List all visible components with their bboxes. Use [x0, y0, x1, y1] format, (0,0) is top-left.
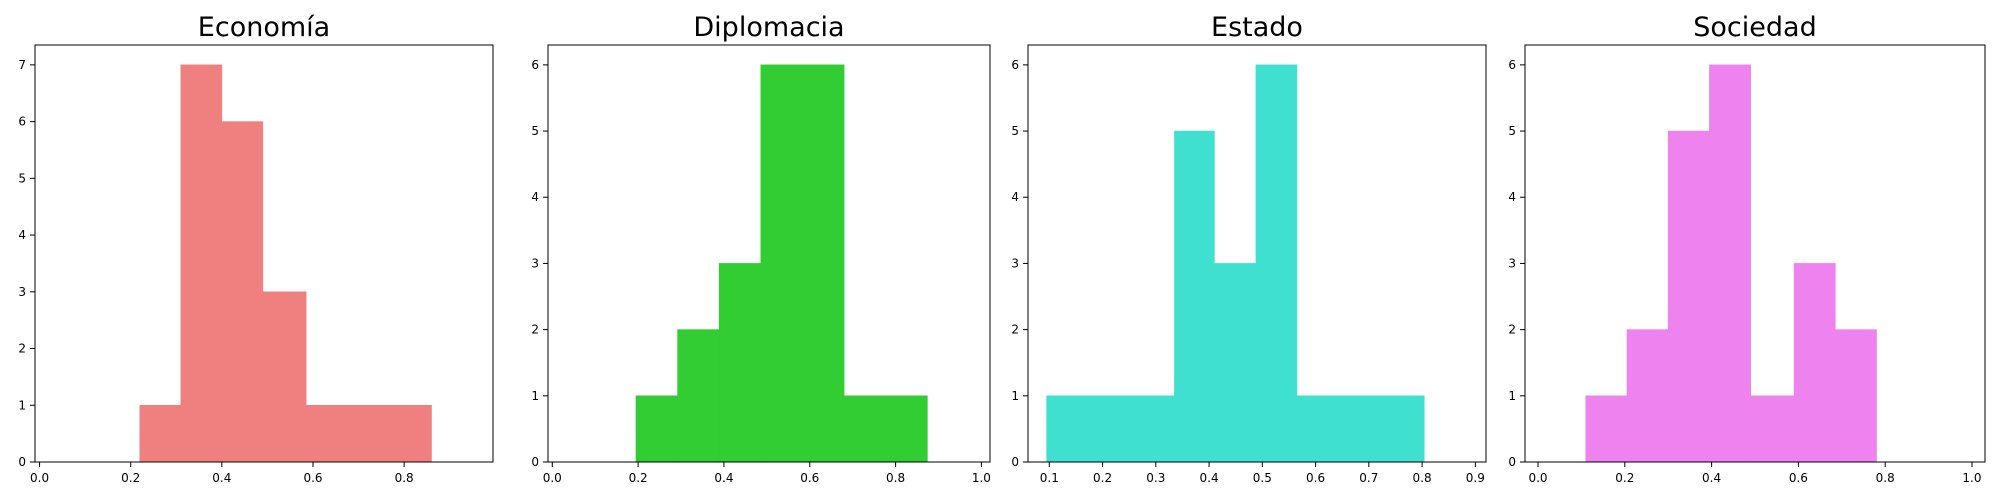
- histogram-bar-5: [1750, 395, 1795, 463]
- x-tick-label: 0.6: [800, 471, 819, 485]
- x-tick-label: 0.2: [629, 471, 648, 485]
- axes-frame: [34, 44, 494, 463]
- x-tick-label: 0.0: [1528, 471, 1547, 485]
- panel-title: Sociedad: [1693, 12, 1816, 43]
- y-tick-label: 4: [1508, 190, 1516, 204]
- panel-3: 0.1 0.2 0.3 0.4 0.5 0.6 0.7 0.8 0.9 0 1 2 3 4 5 6 Estado: [1011, 12, 1487, 485]
- axes-frame: [547, 44, 991, 463]
- histogram-bar-1: [139, 404, 182, 463]
- y-tick-label: 5: [18, 171, 26, 185]
- axes-frame: [1524, 44, 1986, 463]
- histogram-bar-7: [387, 404, 432, 463]
- y-tick-label: 6: [1508, 58, 1516, 72]
- x-tick-label: 0.8: [395, 471, 414, 485]
- x-tick-label: 0.4: [212, 471, 231, 485]
- x-tick-label: 0.3: [1146, 471, 1165, 485]
- histogram-bar-2: [180, 64, 223, 463]
- panel-4: 0.0 0.2 0.4 0.6 0.8 1.0 0 1 2 3 4 5 6 Sociedad: [1508, 12, 1986, 485]
- y-tick-label: 0: [531, 455, 539, 469]
- histogram-bar-2: [1626, 329, 1669, 463]
- histogram-bar-4: [262, 291, 307, 463]
- y-tick-label: 2: [1011, 323, 1019, 337]
- y-tick-label: 1: [1508, 389, 1516, 403]
- histogram-bar-6: [1255, 64, 1298, 463]
- y-tick-label: 2: [1508, 323, 1516, 337]
- histogram-bar-1: [1585, 395, 1628, 463]
- histogram-bar-6: [843, 395, 887, 463]
- panel-title: Estado: [1211, 12, 1303, 43]
- x-tick-label: 0.6: [1789, 471, 1808, 485]
- y-tick-label: 3: [1011, 256, 1019, 270]
- y-tick-label: 4: [531, 190, 539, 204]
- histogram-bar-7: [1834, 329, 1877, 463]
- histogram-bar-3: [718, 263, 762, 463]
- y-tick-label: 4: [1011, 190, 1019, 204]
- panel-1: 0.0 0.2 0.4 0.6 0.8 0 1 2 3 4 5 6 7 Economía: [18, 12, 494, 485]
- panel-title: Diplomacia: [693, 12, 844, 43]
- y-tick-label: 2: [18, 342, 26, 356]
- histogram-bar-3: [221, 121, 264, 463]
- x-tick-label: 1.0: [972, 471, 991, 485]
- histogram-bar-4: [1174, 130, 1215, 463]
- x-tick-label: 0.5: [1253, 471, 1272, 485]
- x-tick-label: 0.2: [121, 471, 140, 485]
- x-tick-label: 0.6: [303, 471, 322, 485]
- x-tick-label: 0.4: [1200, 471, 1219, 485]
- histogram-bar-2: [1096, 395, 1135, 463]
- y-tick-label: 5: [1508, 124, 1516, 138]
- histogram-bar-5: [802, 64, 845, 463]
- histogram-bar-4: [1709, 64, 1751, 463]
- histogram-bar-5: [1214, 263, 1257, 463]
- y-tick-label: 3: [1508, 256, 1516, 270]
- x-tick-label: 0.0: [543, 471, 562, 485]
- histogram-bar-6: [1793, 263, 1836, 463]
- axes-frame: [1027, 44, 1487, 463]
- x-tick-label: 0.0: [30, 471, 49, 485]
- x-tick-label: 0.4: [1702, 471, 1721, 485]
- x-tick-label: 0.2: [1093, 471, 1112, 485]
- x-tick-label: 0.1: [1040, 471, 1059, 485]
- x-tick-label: 0.8: [1876, 471, 1895, 485]
- x-tick-label: 0.2: [1615, 471, 1634, 485]
- histogram-bar-5: [305, 404, 348, 463]
- x-tick-label: 1.0: [1962, 471, 1981, 485]
- histogram-bar-7: [885, 395, 928, 463]
- y-tick-label: 3: [531, 256, 539, 270]
- y-tick-label: 2: [531, 323, 539, 337]
- panel-2: 0.0 0.2 0.4 0.6 0.8 1.0 0 1 2 3 4 5 6 Diplomacia: [531, 12, 991, 485]
- panel-title: Economía: [198, 12, 330, 43]
- histogram-bar-7: [1296, 395, 1340, 463]
- y-tick-label: 1: [531, 389, 539, 403]
- histogram-bar-1: [635, 395, 678, 463]
- y-tick-label: 3: [18, 285, 26, 299]
- x-tick-label: 0.7: [1359, 471, 1378, 485]
- histogram-bar-4: [760, 64, 803, 463]
- y-tick-label: 1: [1011, 389, 1019, 403]
- histogram-bar-2: [677, 329, 720, 463]
- histogram-bar-9: [1379, 395, 1425, 463]
- histogram-bar-8: [1339, 395, 1380, 463]
- y-tick-label: 7: [18, 58, 26, 72]
- x-tick-label: 0.8: [1413, 471, 1432, 485]
- y-tick-label: 5: [531, 124, 539, 138]
- y-tick-label: 0: [18, 455, 26, 469]
- histogram-bar-6: [346, 404, 389, 463]
- y-tick-label: 6: [18, 115, 26, 129]
- x-tick-label: 0.6: [1306, 471, 1325, 485]
- y-tick-label: 6: [531, 58, 539, 72]
- y-tick-label: 5: [1011, 124, 1019, 138]
- y-tick-label: 4: [18, 228, 26, 242]
- histogram-bar-3: [1667, 130, 1710, 463]
- y-tick-label: 6: [1011, 58, 1019, 72]
- y-tick-label: 1: [18, 398, 26, 412]
- x-tick-label: 0.9: [1466, 471, 1485, 485]
- histogram-bar-3: [1134, 395, 1175, 463]
- x-tick-label: 0.8: [886, 471, 905, 485]
- y-tick-label: 0: [1011, 455, 1019, 469]
- histogram-bar-1: [1046, 395, 1098, 463]
- x-tick-label: 0.4: [714, 471, 733, 485]
- y-tick-label: 0: [1508, 455, 1516, 469]
